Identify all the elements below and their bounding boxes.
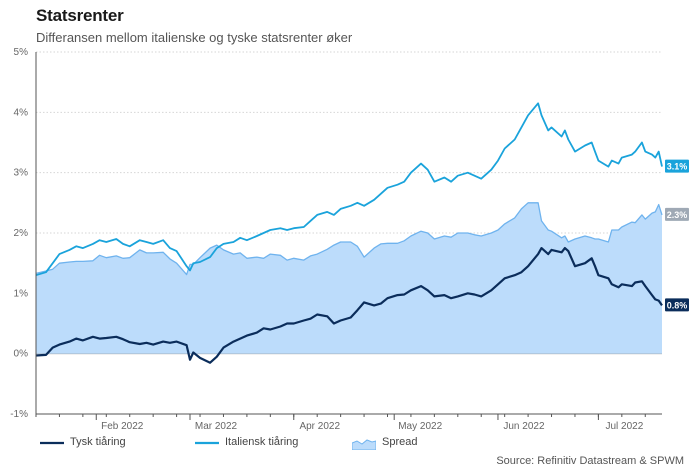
legend-label-spread: Spread xyxy=(382,436,418,448)
y-tick-label: 3% xyxy=(14,168,29,179)
x-tick-label: Feb 2022 xyxy=(101,421,144,432)
italian-end-label: 3.1% xyxy=(667,162,688,172)
spread-end-label: 2.3% xyxy=(667,210,688,220)
y-tick-label: 1% xyxy=(14,288,29,299)
x-tick-label: May 2022 xyxy=(398,421,442,432)
axis-layer: -1% 0% 1% 2% 3% 4% 5% Feb 2022 Mar 2022 Apr 2022 M… xyxy=(10,47,662,432)
italian-line xyxy=(35,102,663,277)
x-tick-label: Mar 2022 xyxy=(195,421,238,432)
line-chart: -1% 0% 1% 2% 3% 4% 5% Feb 2022 Mar 2022 Apr 2022 M… xyxy=(10,47,689,432)
legend-swatch-spread xyxy=(352,439,376,450)
y-tick-label: 2% xyxy=(14,228,29,239)
legend-label-italian: Italiensk tiåring xyxy=(225,436,299,448)
spread-area xyxy=(36,202,662,354)
spread-layer xyxy=(35,202,663,354)
grid-layer xyxy=(36,51,662,415)
chart-title: Statsrenter xyxy=(36,6,124,25)
chart-subtitle: Differansen mellom italienske og tyske s… xyxy=(36,30,353,45)
german-line xyxy=(35,247,663,364)
end-labels-layer: 3.1% 2.3% 0.8% xyxy=(665,159,689,312)
y-tick-label: -1% xyxy=(10,409,28,420)
x-tick-label: Jul 2022 xyxy=(605,421,643,432)
legend-swatch-german xyxy=(40,441,64,445)
source-note: Source: Refinitiv Datastream & SPWM xyxy=(496,455,684,467)
y-tick-label: 5% xyxy=(14,47,29,58)
legend-swatch-italian xyxy=(195,441,219,445)
italian-end-badge xyxy=(665,159,689,173)
german-end-label: 0.8% xyxy=(667,300,688,310)
y-tick-label: 4% xyxy=(14,107,29,118)
german-end-badge xyxy=(665,298,689,312)
lines-layer xyxy=(35,102,663,364)
y-tick-label: 0% xyxy=(14,349,29,360)
x-tick-label: Jun 2022 xyxy=(503,421,545,432)
spread-end-badge xyxy=(665,207,689,221)
x-tick-label: Apr 2022 xyxy=(299,421,340,432)
legend-label-german: Tysk tiåring xyxy=(70,436,126,448)
spread-line xyxy=(35,202,663,276)
